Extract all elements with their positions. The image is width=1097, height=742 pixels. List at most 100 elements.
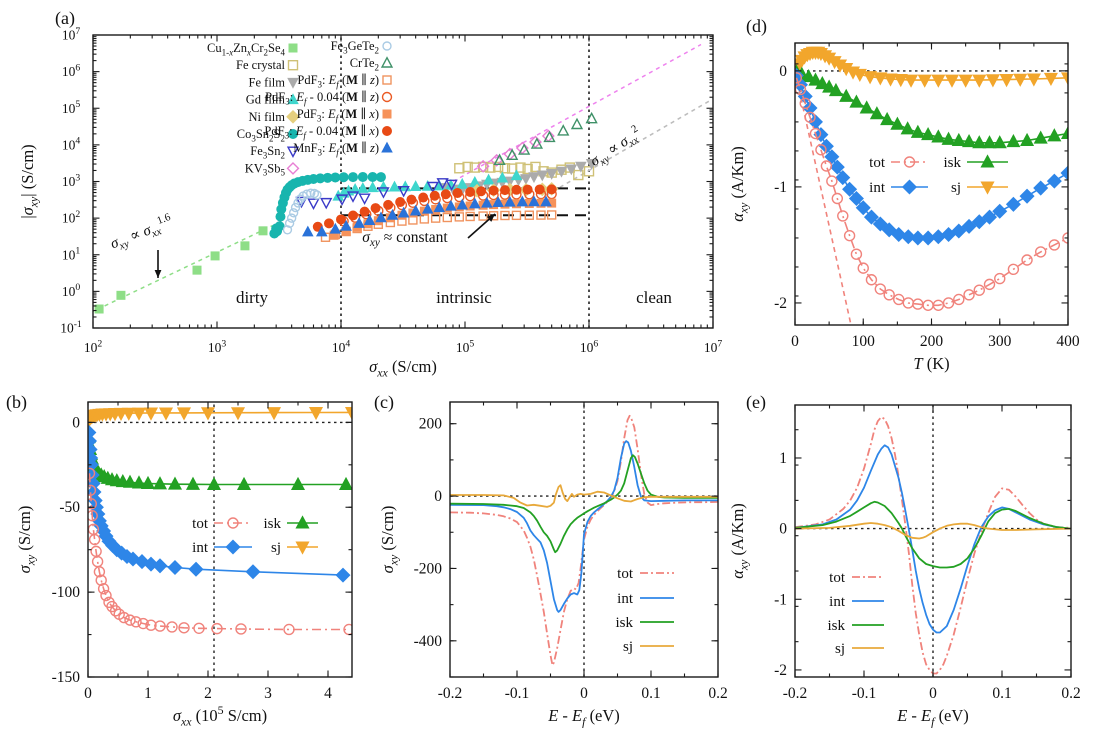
legend-label-co3sn2s2: Co3Sn2S2 bbox=[237, 127, 285, 143]
crte2-marker bbox=[530, 137, 544, 149]
x-tick-label: 0.2 bbox=[1061, 685, 1080, 702]
sj-marker bbox=[266, 407, 282, 421]
legend-label-pdf3z: PdF3: Ef (M ∥ z) bbox=[297, 73, 379, 89]
legend-label-isk: isk bbox=[943, 155, 961, 171]
panel-b: 0 1 2 3 4 0 -50 -100 -150 σxx (105 S/cm) σxy (S/cm… bbox=[15, 401, 353, 728]
tot-marker bbox=[883, 289, 895, 301]
panel-b-plot-area bbox=[88, 402, 352, 677]
tot-marker bbox=[815, 144, 827, 156]
annotation-text: intrinsic bbox=[436, 288, 492, 307]
tot-marker bbox=[799, 97, 811, 110]
legend-marker-mnf3 bbox=[381, 141, 393, 153]
legend-label-tot: tot bbox=[192, 516, 209, 532]
int-marker bbox=[982, 209, 998, 225]
isk-marker bbox=[815, 75, 830, 90]
int-marker bbox=[855, 200, 871, 216]
sj-marker bbox=[852, 68, 867, 82]
pdf3z-marker bbox=[442, 212, 453, 223]
panel-a-frame bbox=[92, 34, 714, 329]
legend-label-fe3gete2: Fe3GeTe2 bbox=[331, 39, 379, 55]
isk-marker bbox=[869, 106, 884, 120]
int-marker bbox=[818, 138, 834, 154]
pdf3xm-marker bbox=[546, 184, 557, 195]
annotation-arrowhead bbox=[154, 270, 162, 278]
sj-marker bbox=[944, 74, 960, 88]
x-axis-title: σxx (105 S/cm) bbox=[173, 703, 267, 728]
mnf3-marker bbox=[340, 219, 352, 231]
tot-marker bbox=[826, 175, 838, 187]
isk-marker bbox=[849, 94, 864, 108]
tot-marker bbox=[874, 283, 887, 295]
sj-marker bbox=[893, 74, 908, 88]
tot-marker bbox=[963, 289, 975, 301]
y-tick-label: -400 bbox=[414, 633, 443, 650]
legend-label-pdf3x: PdF3: Ef (M ∥ x) bbox=[297, 107, 379, 123]
tot-marker bbox=[983, 278, 996, 291]
legend-marker-pdf3x bbox=[382, 109, 392, 119]
isk-marker bbox=[140, 475, 156, 489]
isk-marker bbox=[972, 135, 987, 149]
pdf3xm-marker bbox=[522, 184, 533, 195]
legend-label-crte2: CrTe2 bbox=[350, 56, 379, 72]
cuzncrse-marker bbox=[192, 265, 202, 275]
legend-label-sj: sj bbox=[951, 180, 961, 196]
fecrystal-marker bbox=[462, 161, 473, 173]
y-axis-title: αxy (A/Km) bbox=[728, 503, 750, 579]
legend-label-tot: tot bbox=[829, 570, 846, 586]
series-fe3sn2 bbox=[295, 178, 458, 211]
x-tick-label: 103 bbox=[208, 338, 227, 355]
int-marker bbox=[835, 170, 851, 186]
sj-marker bbox=[344, 406, 352, 421]
mnf3-marker bbox=[492, 196, 504, 208]
sj-marker bbox=[883, 73, 898, 87]
sj-marker bbox=[985, 74, 1000, 88]
pdf3z-marker bbox=[500, 210, 510, 221]
isk-marker bbox=[910, 124, 925, 138]
isk-marker bbox=[931, 129, 946, 143]
int-marker bbox=[134, 554, 150, 570]
x-tick-label: 102 bbox=[84, 338, 103, 355]
gdfilm-marker bbox=[349, 183, 361, 194]
fecrystal-marker bbox=[573, 169, 584, 181]
tot-marker bbox=[130, 616, 142, 628]
series-sj bbox=[450, 484, 718, 508]
isk-marker bbox=[941, 131, 956, 145]
x-tick-label: 0.2 bbox=[708, 685, 727, 702]
isk-marker bbox=[206, 476, 222, 490]
panel-d: 0 100 200 300 400 0 -1 -2 T (K) αxy (A/Km) tot isk i… bbox=[728, 42, 1080, 373]
legend-marker-fe3gete2 bbox=[382, 41, 392, 51]
tot-marker bbox=[91, 555, 104, 568]
panel-c-plot-area bbox=[450, 402, 718, 677]
tot-marker bbox=[942, 297, 955, 309]
legend-marker-nifilm bbox=[286, 109, 300, 124]
int-marker bbox=[824, 149, 840, 165]
isk-marker bbox=[951, 132, 966, 146]
y-tick-label: -2 bbox=[774, 662, 787, 679]
isk-marker bbox=[808, 72, 823, 86]
int-marker bbox=[1033, 180, 1049, 196]
legend-marker-crte2 bbox=[380, 56, 394, 68]
legend-marker-fe3sn2 bbox=[286, 146, 300, 158]
tot-marker bbox=[193, 622, 205, 634]
y-tick-label: 200 bbox=[419, 416, 443, 433]
isk-marker bbox=[1047, 128, 1062, 142]
mnf3-marker bbox=[445, 199, 457, 211]
x-tick-label: 0 bbox=[580, 685, 588, 702]
x-tick-label: 300 bbox=[988, 333, 1012, 350]
y-tick-label: 0 bbox=[779, 63, 787, 80]
tot-marker bbox=[843, 229, 856, 242]
pdf3z-marker bbox=[488, 211, 499, 221]
pdf3xm-marker bbox=[418, 192, 429, 203]
x-tick-label: 200 bbox=[920, 333, 944, 350]
tot-marker bbox=[973, 284, 985, 296]
cuzncrse-marker bbox=[258, 226, 268, 236]
int-marker bbox=[961, 218, 977, 234]
legend-label-tot: tot bbox=[869, 155, 886, 171]
pdf3xm-marker bbox=[336, 214, 346, 225]
sj-marker bbox=[143, 407, 159, 421]
pdf3xm-marker bbox=[323, 218, 334, 229]
y-tick-label: 101 bbox=[62, 246, 81, 263]
fe3sn2-marker bbox=[346, 191, 360, 203]
tot-marker bbox=[93, 566, 106, 578]
legend-marker-co3sn2s2 bbox=[288, 129, 298, 139]
